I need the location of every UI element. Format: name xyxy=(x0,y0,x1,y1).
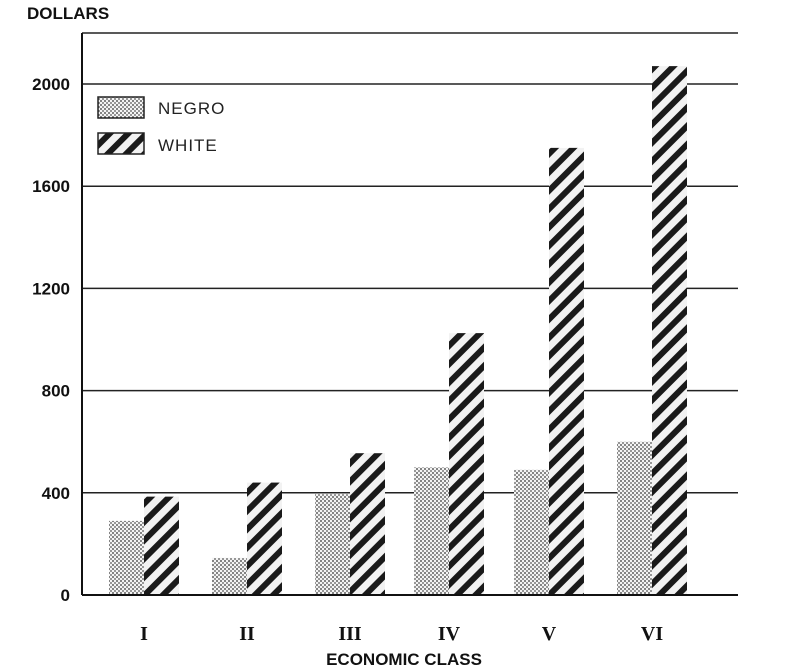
y-tick-label-800: 800 xyxy=(42,382,70,401)
x-tick-label-vi: VI xyxy=(641,623,663,645)
x-tick-label-v: V xyxy=(542,623,557,645)
x-axis-title: ECONOMIC CLASS xyxy=(326,650,482,669)
legend-label-white: WHITE xyxy=(158,136,218,155)
x-tick-label-ii: II xyxy=(239,623,255,645)
x-tick-label-iii: III xyxy=(338,623,362,645)
y-tick-label-400: 400 xyxy=(42,484,70,503)
x-tick-label-iv: IV xyxy=(438,623,461,645)
y-axis-title: DOLLARS xyxy=(27,4,109,23)
legend-label-negro: NEGRO xyxy=(158,99,225,118)
bar-negro-iv xyxy=(414,467,449,595)
x-tick-label-i: I xyxy=(140,623,148,645)
bar-white-vi xyxy=(652,66,687,596)
bar-white-v xyxy=(549,147,584,595)
bar-negro-ii xyxy=(212,557,247,595)
bar-negro-v xyxy=(514,469,549,595)
legend: NEGRO WHITE xyxy=(97,96,225,155)
bar-negro-iii xyxy=(315,494,350,595)
y-tick-label-0: 0 xyxy=(61,586,70,605)
y-tick-label-1600: 1600 xyxy=(32,177,70,196)
legend-swatch-negro xyxy=(97,96,145,119)
y-tick-label-2000: 2000 xyxy=(32,75,70,94)
bar-white-iv xyxy=(449,333,484,595)
legend-swatch-white xyxy=(97,132,145,155)
bar-white-i xyxy=(144,496,179,595)
bar-white-ii xyxy=(247,482,282,595)
bar-negro-vi xyxy=(617,441,652,595)
y-tick-label-1200: 1200 xyxy=(32,279,70,298)
bar-negro-i xyxy=(109,520,144,595)
bar-white-iii xyxy=(350,453,385,595)
